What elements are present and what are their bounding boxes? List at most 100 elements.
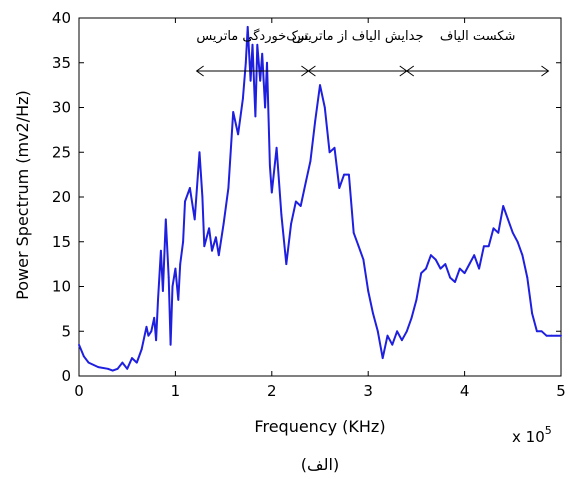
data-point: [555, 334, 558, 337]
annotation-arrowhead-right: [541, 65, 550, 77]
data-point: [198, 151, 201, 154]
data-point: [468, 263, 471, 265]
data-point: [473, 254, 476, 257]
plot-frame: [78, 17, 562, 377]
x-axis-label: Frequency (KHz): [254, 417, 385, 436]
data-point: [259, 79, 262, 82]
data-point: [285, 263, 288, 265]
data-point: [242, 97, 244, 100]
data-point: [256, 43, 259, 46]
data-point: [87, 361, 90, 364]
annotation-arrowhead-left: [405, 65, 415, 77]
y-tick-label: 20: [52, 188, 71, 206]
data-point: [222, 222, 225, 225]
data-point: [254, 115, 257, 118]
data-point: [439, 267, 442, 270]
data-point: [478, 267, 480, 270]
data-point: [352, 231, 355, 234]
data-point: [497, 231, 500, 234]
chart-marks: [78, 25, 562, 372]
data-point: [184, 200, 186, 203]
tick-labels: 0 1 2 3 4 5 0 5 10 15 20 25 30 35 40: [52, 9, 566, 400]
data-point: [147, 334, 150, 337]
series-line-0: [78, 25, 561, 372]
x-tick-label: 0: [74, 382, 84, 400]
data-point: [430, 254, 432, 257]
data-point: [155, 339, 158, 342]
data-point: [162, 290, 164, 292]
annotation-arrowhead-left: [307, 65, 316, 77]
data-point: [521, 254, 524, 257]
data-point: [434, 258, 437, 261]
data-point: [304, 182, 307, 185]
data-point: [290, 222, 292, 225]
x-tick-label: 5: [556, 382, 566, 400]
data-point: [391, 343, 394, 346]
data-point: [97, 366, 100, 368]
y-tick-label: 0: [61, 367, 71, 385]
data-point: [126, 367, 129, 370]
data-point: [526, 276, 529, 279]
data-point: [269, 164, 271, 167]
figure-caption: (الف): [301, 455, 339, 474]
y-tick-label: 35: [52, 54, 71, 72]
data-point: [425, 267, 427, 270]
data-point: [160, 249, 162, 252]
data-point: [169, 343, 172, 346]
data-point: [208, 227, 211, 230]
data-point: [299, 205, 302, 207]
data-point: [314, 120, 317, 122]
data-point: [249, 79, 252, 82]
data-point: [381, 357, 384, 359]
data-point: [167, 276, 170, 279]
data-point: [227, 187, 230, 189]
data-point: [338, 187, 341, 189]
data-point: [333, 146, 336, 149]
data-point: [131, 357, 133, 359]
data-point: [545, 334, 548, 337]
data-point: [171, 285, 174, 288]
data-point: [550, 334, 553, 337]
y-tick-label: 25: [52, 143, 71, 161]
annotation-arrowhead-left: [195, 65, 204, 77]
data-point: [116, 367, 119, 370]
data-point: [244, 61, 247, 64]
data-point: [140, 348, 143, 350]
data-point: [531, 312, 533, 315]
data-point: [458, 267, 461, 270]
data-point: [280, 214, 283, 216]
data-point: [449, 276, 451, 279]
y-tick-label: 5: [61, 322, 71, 340]
data-point: [420, 272, 423, 274]
data-point: [463, 272, 466, 274]
data-point: [107, 367, 109, 370]
data-point: [295, 200, 297, 203]
data-point: [189, 187, 191, 189]
data-point: [201, 196, 204, 198]
data-point: [487, 245, 490, 248]
data-point: [164, 218, 167, 221]
data-point: [357, 245, 360, 248]
x-tick-label: 3: [363, 382, 373, 400]
data-point: [362, 258, 365, 261]
data-point: [516, 240, 519, 243]
data-point: [232, 111, 235, 113]
y-tick-label: 10: [52, 278, 71, 296]
data-point: [309, 160, 312, 163]
y-tick-label: 40: [52, 9, 71, 27]
data-point: [78, 343, 80, 346]
data-point: [323, 106, 326, 109]
data-point: [444, 263, 447, 265]
x-tick-label: 1: [171, 382, 181, 400]
data-point: [270, 191, 273, 194]
data-point: [502, 205, 505, 207]
data-point: [372, 312, 374, 315]
data-point: [82, 355, 85, 358]
data-point: [511, 231, 514, 234]
data-point: [246, 26, 249, 28]
data-point: [121, 361, 124, 364]
data-point: [266, 61, 268, 64]
data-point: [275, 146, 278, 149]
